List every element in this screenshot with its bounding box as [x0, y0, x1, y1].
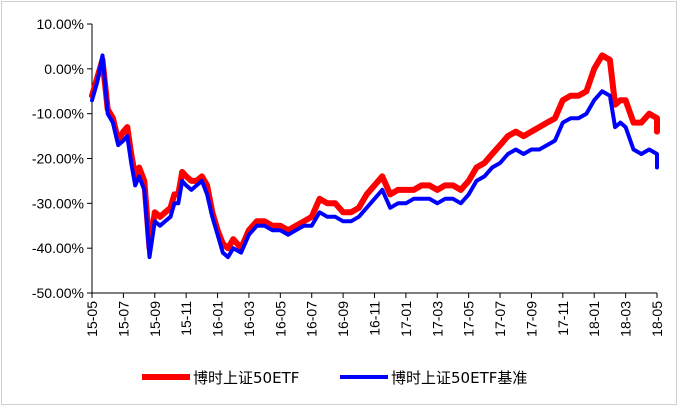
y-tick-label: -10.00%: [32, 106, 84, 122]
x-tick-label: 16-07: [304, 301, 320, 337]
x-tick-label: 17-11: [555, 301, 571, 336]
legend-label-series-2: 博时上证50ETF基准: [391, 369, 527, 387]
y-tick-label: -40.00%: [32, 240, 84, 256]
x-tick-label: 17-07: [492, 301, 508, 337]
x-tick-label: 16-01: [210, 301, 226, 337]
x-axis: 15-05 15-07 15-09 15-11 16-01 16-03 16-05 16-07…: [84, 292, 665, 337]
y-tick-label: 0.00%: [44, 61, 84, 77]
plot-area: [89, 52, 660, 260]
x-tick-label: 16-09: [335, 301, 351, 337]
x-tick-label: 15-09: [147, 301, 163, 337]
x-tick-label: 15-07: [115, 301, 131, 337]
legend: 博时上证50ETF 博时上证50ETF基准: [142, 369, 527, 387]
y-tick-label: 10.00%: [37, 16, 84, 32]
x-tick-label: 17-01: [398, 301, 414, 337]
x-tick-label: 18-03: [618, 301, 634, 337]
series-line-2: [90, 53, 659, 260]
y-axis: 10.00% 0.00% -10.00% -20.00% -30.00% -40.00% -…: [32, 16, 93, 301]
x-tick-label: 16-03: [241, 301, 257, 337]
series-line-1: [89, 52, 660, 252]
y-tick-label: -30.00%: [32, 195, 84, 211]
x-tick-label: 15-11: [178, 301, 194, 336]
x-tick-label: 17-03: [429, 301, 445, 337]
legend-label-series-1: 博时上证50ETF: [193, 369, 299, 387]
x-tick-label: 17-09: [523, 301, 539, 337]
x-tick-label: 15-05: [84, 301, 100, 337]
x-tick-label: 18-01: [586, 301, 602, 337]
x-tick-label: 16-11: [367, 301, 383, 336]
y-tick-label: -20.00%: [32, 151, 84, 167]
x-tick-label: 17-05: [461, 301, 477, 337]
y-tick-label: -50.00%: [32, 285, 84, 301]
x-tick-label: 18-05: [649, 301, 665, 337]
x-tick-label: 16-05: [272, 301, 288, 337]
